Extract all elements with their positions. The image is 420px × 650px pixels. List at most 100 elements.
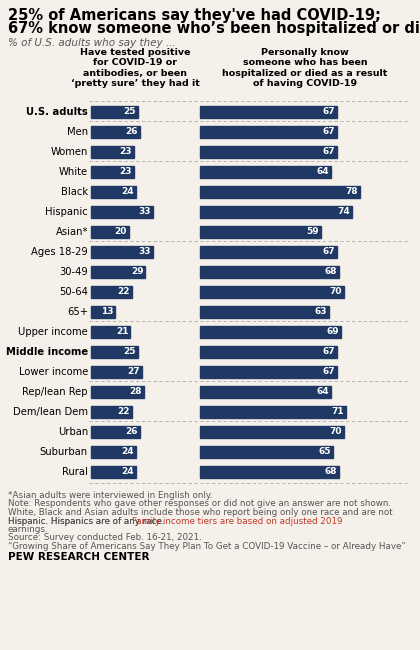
Text: 70: 70 <box>329 428 341 437</box>
Text: White: White <box>59 167 88 177</box>
Text: 22: 22 <box>118 408 130 417</box>
Text: 65+: 65+ <box>67 307 88 317</box>
Text: Hispanic: Hispanic <box>45 207 88 217</box>
Bar <box>91 406 132 418</box>
Text: 59: 59 <box>306 227 319 237</box>
Text: 67% know someone who’s been hospitalized or died: 67% know someone who’s been hospitalized… <box>8 21 420 36</box>
Text: 68: 68 <box>325 467 337 476</box>
Text: Black: Black <box>61 187 88 197</box>
Text: Hispanic. Hispanics are of any race.: Hispanic. Hispanics are of any race. <box>8 517 167 525</box>
Text: 25: 25 <box>123 348 136 356</box>
Text: Rural: Rural <box>62 467 88 477</box>
Bar <box>200 306 329 318</box>
Text: 22: 22 <box>118 287 130 296</box>
Bar <box>200 466 339 478</box>
Text: PEW RESEARCH CENTER: PEW RESEARCH CENTER <box>8 552 150 562</box>
Text: 23: 23 <box>120 148 132 157</box>
Text: 33: 33 <box>138 207 151 216</box>
Text: 63: 63 <box>315 307 327 317</box>
Text: White, Black and Asian adults include those who report being only one race and a: White, Black and Asian adults include th… <box>8 508 393 517</box>
Text: 24: 24 <box>121 447 134 456</box>
Bar <box>200 286 344 298</box>
Bar <box>91 466 136 478</box>
Bar <box>200 406 346 418</box>
Bar <box>91 326 130 338</box>
Text: 21: 21 <box>116 328 129 337</box>
Text: Source: Survey conducted Feb. 16-21, 2021.: Source: Survey conducted Feb. 16-21, 202… <box>8 534 202 543</box>
Bar <box>200 186 360 198</box>
Text: *Asian adults were interviewed in English only.: *Asian adults were interviewed in Englis… <box>8 491 213 500</box>
Text: 74: 74 <box>337 207 350 216</box>
Bar <box>200 366 337 378</box>
Text: 25: 25 <box>123 107 136 116</box>
Text: 71: 71 <box>331 408 344 417</box>
Text: Have tested positive
for COVID-19 or
antibodies, or been
‘pretty sure’ they had : Have tested positive for COVID-19 or ant… <box>71 48 199 88</box>
Text: Dem/lean Dem: Dem/lean Dem <box>13 407 88 417</box>
Text: 69: 69 <box>327 328 339 337</box>
Bar <box>200 426 344 438</box>
Bar <box>200 346 337 358</box>
Bar <box>91 126 140 138</box>
Bar <box>91 346 138 358</box>
Bar <box>91 386 144 398</box>
Text: Ages 18-29: Ages 18-29 <box>31 247 88 257</box>
Text: Urban: Urban <box>58 427 88 437</box>
Bar <box>91 266 145 278</box>
Text: 25% of Americans say they've had COVID-19;: 25% of Americans say they've had COVID-1… <box>8 8 381 23</box>
Bar <box>91 446 136 458</box>
Bar <box>200 266 339 278</box>
Text: 26: 26 <box>125 428 138 437</box>
Bar <box>91 366 142 378</box>
Bar <box>200 126 337 138</box>
Text: 26: 26 <box>125 127 138 136</box>
Bar <box>91 226 129 238</box>
Text: 67: 67 <box>323 148 335 157</box>
Bar <box>200 446 333 458</box>
Text: 67: 67 <box>323 107 335 116</box>
Text: 78: 78 <box>345 187 358 196</box>
Text: 50-64: 50-64 <box>59 287 88 297</box>
Bar <box>200 166 331 178</box>
Bar <box>200 246 337 258</box>
Bar <box>200 226 321 238</box>
Text: 64: 64 <box>317 168 329 177</box>
Text: Note: Respondents who gave other responses or did not give an answer are not sho: Note: Respondents who gave other respons… <box>8 499 391 508</box>
Text: Hispanic. Hispanics are of any race.: Hispanic. Hispanics are of any race. <box>8 517 167 525</box>
Text: 13: 13 <box>101 307 113 317</box>
Text: 65: 65 <box>319 447 331 456</box>
Text: 68: 68 <box>325 268 337 276</box>
Text: 28: 28 <box>129 387 142 396</box>
Bar <box>91 146 134 158</box>
Text: Asian*: Asian* <box>55 227 88 237</box>
Bar <box>91 246 153 258</box>
Bar <box>200 386 331 398</box>
Text: 24: 24 <box>121 187 134 196</box>
Text: “Growing Share of Americans Say They Plan To Get a COVID-19 Vaccine – or Already: “Growing Share of Americans Say They Pla… <box>8 542 406 551</box>
Text: 67: 67 <box>323 348 335 356</box>
Bar <box>91 106 138 118</box>
Text: 29: 29 <box>131 268 143 276</box>
Text: Lower income: Lower income <box>18 367 88 377</box>
Text: Upper income: Upper income <box>18 327 88 337</box>
Text: 23: 23 <box>120 168 132 177</box>
Bar <box>91 186 136 198</box>
Bar <box>91 306 116 318</box>
Text: Personally know
someone who has been
hospitalized or died as a result
of having : Personally know someone who has been hos… <box>222 48 388 88</box>
Text: U.S. adults: U.S. adults <box>26 107 88 117</box>
Bar <box>91 286 132 298</box>
Bar <box>200 146 337 158</box>
Bar <box>200 106 337 118</box>
Text: 33: 33 <box>138 248 151 257</box>
Text: 20: 20 <box>114 227 126 237</box>
Text: 67: 67 <box>323 127 335 136</box>
Text: % of U.S. adults who say they ...: % of U.S. adults who say they ... <box>8 38 176 48</box>
Bar <box>91 166 134 178</box>
Bar <box>200 326 341 338</box>
Bar <box>91 206 153 218</box>
Text: Men: Men <box>67 127 88 137</box>
Text: 24: 24 <box>121 467 134 476</box>
Text: earnings.: earnings. <box>8 525 49 534</box>
Text: Rep/lean Rep: Rep/lean Rep <box>23 387 88 397</box>
Text: Hispanic. Hispanics are of any race. Family income tiers are based on adjusted 2: Hispanic. Hispanics are of any race. Fam… <box>8 517 378 525</box>
Text: 27: 27 <box>127 367 139 376</box>
